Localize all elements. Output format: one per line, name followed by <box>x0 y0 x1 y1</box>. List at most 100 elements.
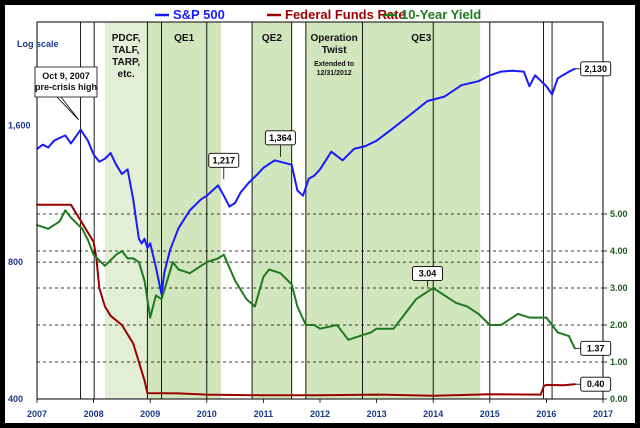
data-point-10-year-yield <box>511 316 514 319</box>
data-point-s-p-500 <box>307 177 310 180</box>
data-point-10-year-yield <box>319 327 321 330</box>
data-point-10-year-yield <box>443 294 446 297</box>
data-point-10-year-yield <box>279 272 282 275</box>
data-point-s-p-500 <box>53 139 55 142</box>
data-point-s-p-500 <box>188 209 191 212</box>
data-point-s-p-500 <box>149 242 152 245</box>
data-point-s-p-500 <box>392 126 395 129</box>
data-point-federal-funds-rate <box>562 384 565 387</box>
data-point-s-p-500 <box>477 80 480 83</box>
data-point-federal-funds-rate <box>543 384 546 387</box>
callout-label-2-130: 2,130 <box>584 64 607 74</box>
data-point-10-year-yield <box>132 257 135 260</box>
data-point-s-p-500 <box>262 166 265 169</box>
data-point-10-year-yield <box>177 268 180 271</box>
data-point-10-year-yield <box>70 216 72 219</box>
data-point-federal-funds-rate <box>143 379 146 382</box>
data-point-10-year-yield <box>58 220 61 223</box>
right-tick-label-3: 3.00 <box>610 283 628 293</box>
data-point-10-year-yield <box>47 227 50 230</box>
data-point-10-year-yield <box>432 287 435 289</box>
data-point-federal-funds-rate <box>432 394 435 397</box>
x-tick-label-2014: 2014 <box>423 409 443 419</box>
right-tick-label-1: 1.00 <box>610 357 628 367</box>
data-point-s-p-500 <box>200 198 203 201</box>
region-sublabel-operation: Extended to 12/31/2012 <box>314 61 354 77</box>
data-point-federal-funds-rate <box>146 392 149 394</box>
legend-label-10-year-yield: 10-Year Yield <box>401 7 481 22</box>
data-point-10-year-yield <box>188 272 191 275</box>
data-point-10-year-yield <box>154 294 157 297</box>
data-point-10-year-yield <box>115 253 118 256</box>
data-point-10-year-yield <box>556 331 559 334</box>
x-tick-label-2008: 2008 <box>84 409 104 419</box>
data-point-s-p-500 <box>273 159 276 162</box>
x-tick-label-2012: 2012 <box>310 409 330 419</box>
left-tick-label-800: 800 <box>8 257 23 267</box>
data-point-federal-funds-rate <box>104 305 106 308</box>
data-point-federal-funds-rate <box>319 394 321 397</box>
data-point-s-p-500 <box>58 137 61 139</box>
x-tick-label-2016: 2016 <box>536 409 556 419</box>
data-point-s-p-500 <box>364 145 367 148</box>
data-point-federal-funds-rate <box>488 393 491 396</box>
region-label-qe3: QE3 <box>411 33 431 44</box>
data-point-10-year-yield <box>245 298 248 300</box>
data-point-10-year-yield <box>126 257 129 260</box>
data-point-s-p-500 <box>92 153 95 156</box>
data-point-10-year-yield <box>573 347 576 350</box>
region-label-qe2: QE2 <box>262 33 282 44</box>
right-tick-label-2: 2.00 <box>610 320 628 330</box>
data-point-s-p-500 <box>222 194 225 197</box>
data-point-10-year-yield <box>304 324 307 326</box>
data-point-federal-funds-rate <box>262 394 265 397</box>
data-point-10-year-yield <box>488 324 491 326</box>
data-point-s-p-500 <box>217 184 220 187</box>
callout-label-1-37: 1.37 <box>587 343 605 353</box>
data-point-10-year-yield <box>290 283 293 286</box>
data-point-10-year-yield <box>92 253 95 256</box>
data-point-10-year-yield <box>160 298 163 300</box>
data-point-s-p-500 <box>319 168 321 171</box>
data-point-10-year-yield <box>81 227 84 230</box>
data-point-s-p-500 <box>409 113 412 116</box>
data-point-s-p-500 <box>205 194 208 197</box>
data-point-10-year-yield <box>466 305 469 308</box>
right-tick-label-0: 0.00 <box>610 394 628 404</box>
region-label-pdcf: PDCF, TALF, TARP, etc. <box>112 33 141 80</box>
data-point-10-year-yield <box>137 261 140 263</box>
data-point-s-p-500 <box>488 74 491 77</box>
data-point-federal-funds-rate <box>109 314 112 317</box>
data-point-federal-funds-rate <box>539 393 542 396</box>
data-point-s-p-500 <box>551 93 553 96</box>
data-point-10-year-yield <box>205 261 208 263</box>
data-point-10-year-yield <box>171 261 174 263</box>
data-point-10-year-yield <box>426 290 429 293</box>
region-label-qe1: QE1 <box>174 33 194 44</box>
data-point-10-year-yield <box>296 305 299 308</box>
data-point-s-p-500 <box>511 69 514 72</box>
chart-svg: PDCF, TALF, TARP, etc. QE1 QE2 Operation Twist E… <box>8 7 628 419</box>
data-point-10-year-yield <box>358 335 361 337</box>
callout-label-3-04: 3.04 <box>419 269 437 279</box>
data-point-s-p-500 <box>545 85 548 88</box>
series-line-s-p-500 <box>36 67 576 296</box>
data-point-s-p-500 <box>177 227 180 230</box>
data-point-federal-funds-rate <box>98 287 101 289</box>
data-point-s-p-500 <box>256 173 259 175</box>
data-point-s-p-500 <box>115 163 118 166</box>
shaded-region-pdcf <box>104 22 148 399</box>
data-point-s-p-500 <box>330 150 333 153</box>
data-point-s-p-500 <box>500 70 503 73</box>
data-point-s-p-500 <box>522 70 525 73</box>
data-point-10-year-yield <box>336 324 338 326</box>
data-point-s-p-500 <box>109 152 112 154</box>
data-point-s-p-500 <box>534 74 536 77</box>
data-point-10-year-yield <box>517 313 519 315</box>
data-point-10-year-yield <box>222 253 225 256</box>
callout-label-1-217: 1,217 <box>213 155 236 165</box>
data-point-federal-funds-rate <box>75 213 78 215</box>
data-point-s-p-500 <box>98 160 101 163</box>
data-point-s-p-500 <box>296 189 299 192</box>
data-point-s-p-500 <box>568 70 570 73</box>
